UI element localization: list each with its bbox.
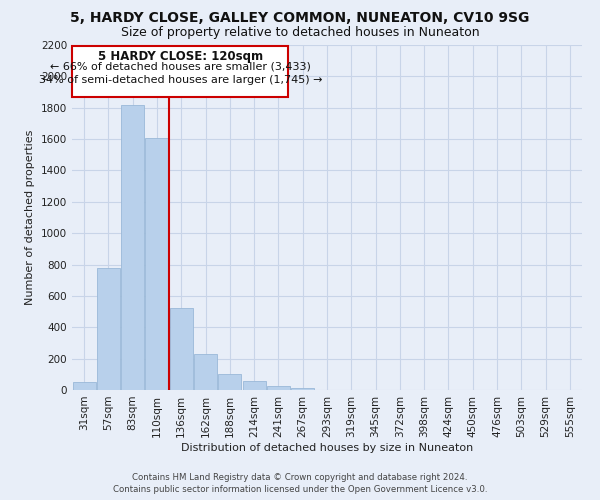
Bar <box>170 308 193 390</box>
Bar <box>73 46 288 97</box>
Text: 34% of semi-detached houses are larger (1,745) →: 34% of semi-detached houses are larger (… <box>38 75 322 85</box>
Text: 5, HARDY CLOSE, GALLEY COMMON, NUNEATON, CV10 9SG: 5, HARDY CLOSE, GALLEY COMMON, NUNEATON,… <box>70 11 530 25</box>
Bar <box>145 138 169 390</box>
Bar <box>73 382 95 390</box>
Text: 5 HARDY CLOSE: 120sqm: 5 HARDY CLOSE: 120sqm <box>98 50 263 62</box>
Y-axis label: Number of detached properties: Number of detached properties <box>25 130 35 305</box>
Bar <box>218 374 241 390</box>
X-axis label: Distribution of detached houses by size in Nuneaton: Distribution of detached houses by size … <box>181 442 473 452</box>
Bar <box>291 388 314 390</box>
Bar <box>242 382 266 390</box>
Text: Size of property relative to detached houses in Nuneaton: Size of property relative to detached ho… <box>121 26 479 39</box>
Bar <box>267 386 290 390</box>
Text: ← 66% of detached houses are smaller (3,433): ← 66% of detached houses are smaller (3,… <box>50 62 311 72</box>
Bar <box>97 268 120 390</box>
Bar <box>194 354 217 390</box>
Bar <box>121 104 144 390</box>
Text: Contains HM Land Registry data © Crown copyright and database right 2024.
Contai: Contains HM Land Registry data © Crown c… <box>113 472 487 494</box>
